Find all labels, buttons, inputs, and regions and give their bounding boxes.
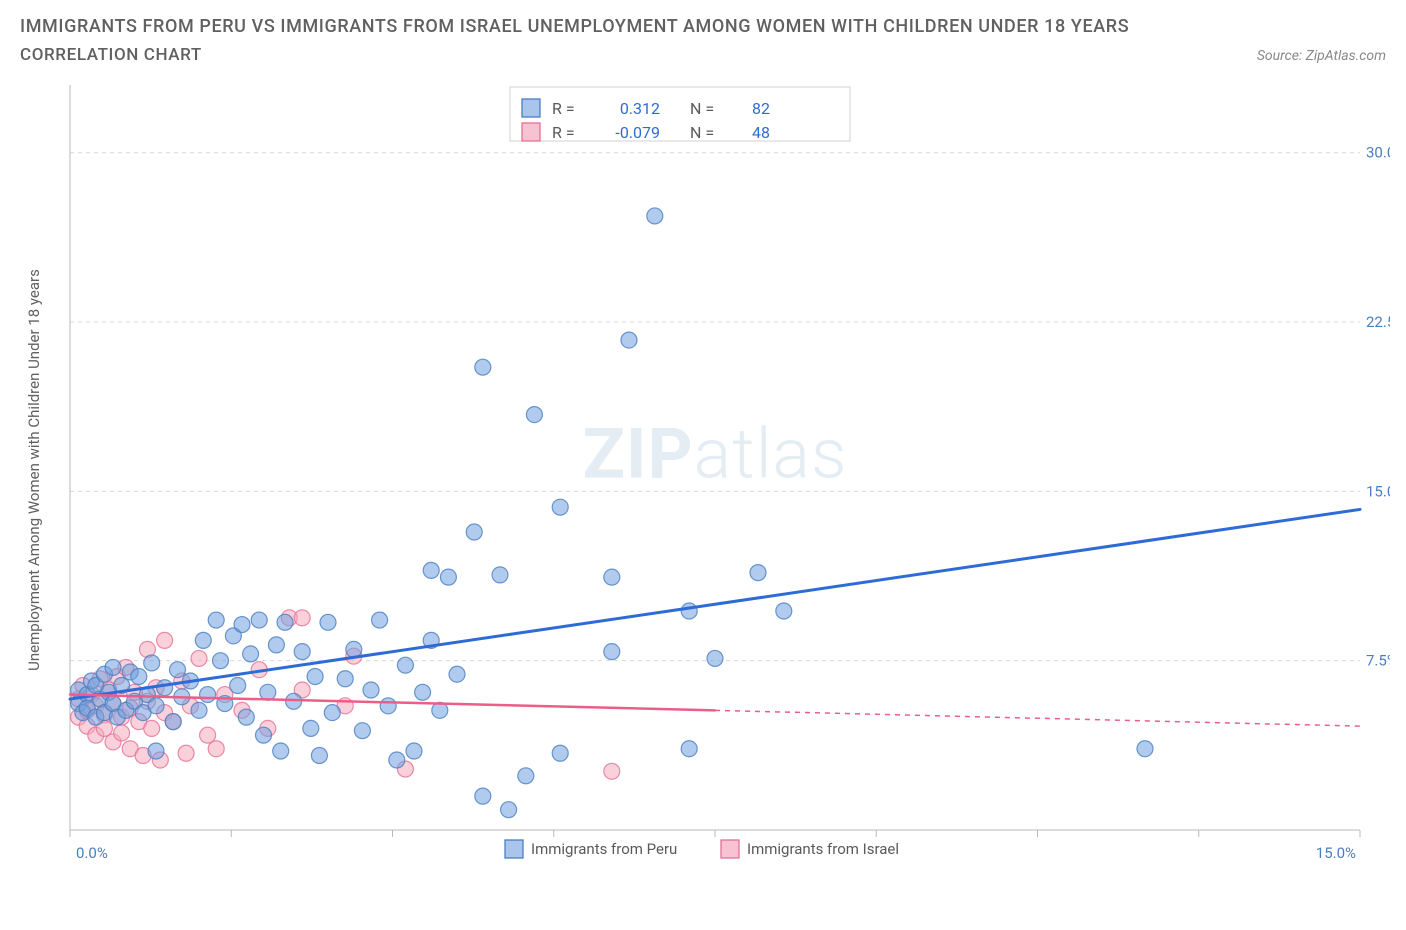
data-point xyxy=(1137,741,1153,757)
data-point xyxy=(552,499,568,515)
data-point xyxy=(148,698,164,714)
watermark: ZIPatlas xyxy=(583,414,848,496)
legend-r-value: -0.079 xyxy=(615,123,660,142)
data-point xyxy=(320,614,336,630)
legend-r-value: 0.312 xyxy=(620,99,660,118)
data-point xyxy=(157,680,173,696)
data-point xyxy=(131,668,147,684)
data-point xyxy=(200,687,216,703)
data-point xyxy=(389,752,405,768)
y-tick-label: 7.5% xyxy=(1366,652,1390,670)
legend-swatch xyxy=(522,99,540,117)
data-point xyxy=(397,657,413,673)
data-point xyxy=(277,614,293,630)
data-point xyxy=(230,678,246,694)
y-tick-label: 30.0% xyxy=(1366,144,1390,162)
data-point xyxy=(105,659,121,675)
data-point xyxy=(372,612,388,628)
data-point xyxy=(191,702,207,718)
y-tick-label: 15.0% xyxy=(1366,482,1390,500)
data-point xyxy=(449,666,465,682)
x-tick-label: 0.0% xyxy=(76,844,108,862)
data-point xyxy=(518,768,534,784)
chart-title: IMMIGRANTS FROM PERU VS IMMIGRANTS FROM … xyxy=(20,16,1129,37)
legend-swatch xyxy=(505,840,523,858)
legend-swatch xyxy=(522,123,540,141)
correlation-chart: 7.5% 15.0% 22.5% 30.0% ZIPatlas 0.0% 15.0% R = 0… xyxy=(50,75,1390,865)
data-point xyxy=(604,644,620,660)
data-point xyxy=(208,741,224,757)
data-point xyxy=(170,662,186,678)
legend-n-value: 82 xyxy=(752,99,770,118)
data-point xyxy=(707,650,723,666)
data-point xyxy=(268,637,284,653)
data-point xyxy=(144,655,160,671)
data-point xyxy=(311,748,327,764)
data-point xyxy=(475,359,491,375)
data-point xyxy=(324,705,340,721)
data-point xyxy=(501,802,517,818)
legend-n-label: N = xyxy=(690,123,714,142)
data-point xyxy=(440,569,456,585)
x-tick-label: 15.0% xyxy=(1316,844,1356,862)
data-point xyxy=(273,743,289,759)
data-point xyxy=(750,565,766,581)
data-point xyxy=(681,603,697,619)
data-point xyxy=(681,741,697,757)
data-point xyxy=(251,612,267,628)
legend-series-label: Immigrants from Israel xyxy=(747,840,899,858)
data-point xyxy=(363,682,379,698)
data-point xyxy=(114,725,130,741)
data-point xyxy=(234,617,250,633)
data-point xyxy=(406,743,422,759)
data-point xyxy=(552,745,568,761)
data-point xyxy=(346,641,362,657)
data-point xyxy=(776,603,792,619)
data-point xyxy=(294,644,310,660)
data-point xyxy=(337,671,353,687)
regression-line-extrapolated xyxy=(715,710,1360,726)
data-point xyxy=(208,612,224,628)
data-point xyxy=(354,723,370,739)
data-point xyxy=(213,653,229,669)
data-point xyxy=(243,646,259,662)
legend-r-label: R = xyxy=(552,123,575,142)
legend-swatch xyxy=(721,840,739,858)
data-point xyxy=(415,684,431,700)
legend-n-label: N = xyxy=(690,99,714,118)
data-point xyxy=(238,709,254,725)
data-point xyxy=(526,407,542,423)
source-label: Source: ZipAtlas.com xyxy=(1257,48,1386,64)
data-point xyxy=(647,208,663,224)
data-point xyxy=(260,684,276,700)
data-point xyxy=(466,524,482,540)
data-point xyxy=(256,727,272,743)
data-point xyxy=(307,668,323,684)
data-point xyxy=(621,332,637,348)
data-point xyxy=(195,632,211,648)
data-point xyxy=(157,632,173,648)
data-point xyxy=(178,745,194,761)
data-point xyxy=(191,650,207,666)
data-point xyxy=(475,788,491,804)
data-point xyxy=(303,720,319,736)
data-point xyxy=(165,714,181,730)
data-point xyxy=(423,562,439,578)
chart-subtitle: CORRELATION CHART xyxy=(20,45,202,65)
regression-line xyxy=(70,509,1360,699)
legend-series-label: Immigrants from Peru xyxy=(531,840,677,858)
data-point xyxy=(148,743,164,759)
data-point xyxy=(294,610,310,626)
data-point xyxy=(604,569,620,585)
data-point xyxy=(380,698,396,714)
y-axis-label: Unemployment Among Women with Children U… xyxy=(25,269,43,671)
legend-r-label: R = xyxy=(552,99,575,118)
legend-n-value: 48 xyxy=(752,123,770,142)
data-point xyxy=(604,763,620,779)
data-point xyxy=(144,720,160,736)
y-tick-label: 22.5% xyxy=(1366,313,1390,331)
data-point xyxy=(492,567,508,583)
